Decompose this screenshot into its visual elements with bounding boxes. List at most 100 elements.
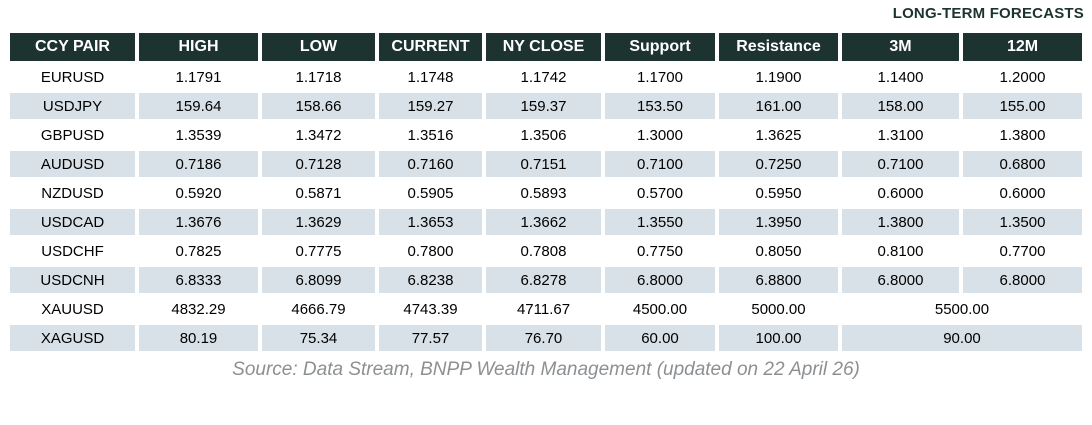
cell-value: 153.50: [605, 93, 715, 119]
cell-value: 76.70: [486, 325, 601, 351]
cell-value: 1.3550: [605, 209, 715, 235]
cell-value: 6.8000: [605, 267, 715, 293]
cell-value: 0.7186: [139, 151, 258, 177]
column-header-3m: 3M: [842, 33, 959, 61]
cell-ccy-pair: GBPUSD: [10, 122, 135, 148]
cell-value: 1.1748: [379, 64, 482, 90]
table-row: XAGUSD 80.19 75.34 77.57 76.70 60.00 100.00 90.…: [10, 325, 1082, 351]
table-row: EURUSD 1.1791 1.1718 1.1748 1.1742 1.1700 1.19…: [10, 64, 1082, 90]
cell-value: 1.3950: [719, 209, 838, 235]
long-term-forecasts-label: LONG-TERM FORECASTS: [892, 5, 1084, 22]
cell-value: 1.1718: [262, 64, 375, 90]
column-header-ccy-pair: CCY PAIR: [10, 33, 135, 61]
cell-value: 0.5893: [486, 180, 601, 206]
cell-value: 4832.29: [139, 296, 258, 322]
table-row: GBPUSD 1.3539 1.3472 1.3516 1.3506 1.3000 1.36…: [10, 122, 1082, 148]
cell-value: 100.00: [719, 325, 838, 351]
cell-value: 0.7800: [379, 238, 482, 264]
cell-value: 1.3662: [486, 209, 601, 235]
table-row: USDJPY 159.64 158.66 159.27 159.37 153.50 161.…: [10, 93, 1082, 119]
cell-value: 0.7808: [486, 238, 601, 264]
cell-value: 0.5950: [719, 180, 838, 206]
table-row: USDCHF 0.7825 0.7775 0.7800 0.7808 0.7750 0.80…: [10, 238, 1082, 264]
cell-value: 6.8000: [842, 267, 959, 293]
cell-ccy-pair: USDCNH: [10, 267, 135, 293]
column-header-12m: 12M: [963, 33, 1082, 61]
table-row: USDCNH 6.8333 6.8099 6.8238 6.8278 6.8000 6.88…: [10, 267, 1082, 293]
column-header-support: Support: [605, 33, 715, 61]
cell-value: 75.34: [262, 325, 375, 351]
cell-value: 0.5905: [379, 180, 482, 206]
cell-value: 1.3100: [842, 122, 959, 148]
cell-value: 0.8100: [842, 238, 959, 264]
cell-value: 6.8099: [262, 267, 375, 293]
cell-value: 0.7750: [605, 238, 715, 264]
cell-ccy-pair: USDJPY: [10, 93, 135, 119]
cell-value: 159.64: [139, 93, 258, 119]
cell-ccy-pair: NZDUSD: [10, 180, 135, 206]
cell-ccy-pair: USDCHF: [10, 238, 135, 264]
cell-value: 0.7100: [605, 151, 715, 177]
cell-value: 0.7700: [963, 238, 1082, 264]
cell-value: 1.3676: [139, 209, 258, 235]
cell-value: 155.00: [963, 93, 1082, 119]
cell-value: 0.5920: [139, 180, 258, 206]
fx-forecast-table: CCY PAIR HIGH LOW CURRENT NY CLOSE Suppo…: [6, 30, 1086, 354]
cell-value: 0.7160: [379, 151, 482, 177]
header-row: CCY PAIR HIGH LOW CURRENT NY CLOSE Suppo…: [10, 33, 1082, 61]
cell-value: 0.7100: [842, 151, 959, 177]
cell-value: 161.00: [719, 93, 838, 119]
cell-value: 0.5871: [262, 180, 375, 206]
cell-value: 0.7825: [139, 238, 258, 264]
cell-value: 0.8050: [719, 238, 838, 264]
cell-value: 0.7250: [719, 151, 838, 177]
cell-value: 5000.00: [719, 296, 838, 322]
cell-value: 1.3516: [379, 122, 482, 148]
cell-value: 0.6000: [963, 180, 1082, 206]
cell-value: 1.3629: [262, 209, 375, 235]
cell-value: 158.00: [842, 93, 959, 119]
cell-value: 1.3500: [963, 209, 1082, 235]
cell-value: 1.2000: [963, 64, 1082, 90]
table-row: AUDUSD 0.7186 0.7128 0.7160 0.7151 0.7100 0.72…: [10, 151, 1082, 177]
cell-value: 1.3800: [963, 122, 1082, 148]
cell-value: 159.37: [486, 93, 601, 119]
cell-ccy-pair: EURUSD: [10, 64, 135, 90]
column-header-current: CURRENT: [379, 33, 482, 61]
cell-value: 0.6800: [963, 151, 1082, 177]
cell-value: 1.1900: [719, 64, 838, 90]
cell-value: 0.7775: [262, 238, 375, 264]
cell-value: 4500.00: [605, 296, 715, 322]
cell-value: 6.8000: [963, 267, 1082, 293]
cell-value: 4711.67: [486, 296, 601, 322]
cell-value: 80.19: [139, 325, 258, 351]
cell-value: 6.8333: [139, 267, 258, 293]
cell-value: 159.27: [379, 93, 482, 119]
table-row: NZDUSD 0.5920 0.5871 0.5905 0.5893 0.5700 0.59…: [10, 180, 1082, 206]
cell-value: 6.8278: [486, 267, 601, 293]
column-header-high: HIGH: [139, 33, 258, 61]
cell-value: 1.1400: [842, 64, 959, 90]
cell-value: 1.3472: [262, 122, 375, 148]
cell-merged-forecast: 5500.00: [842, 296, 1082, 322]
source-note: Source: Data Stream, BNPP Wealth Managem…: [232, 359, 860, 380]
cell-value: 1.3506: [486, 122, 601, 148]
cell-value: 1.3539: [139, 122, 258, 148]
cell-ccy-pair: XAUUSD: [10, 296, 135, 322]
title-row: LONG-TERM FORECASTS: [6, 0, 1086, 30]
column-header-ny-close: NY CLOSE: [486, 33, 601, 61]
cell-ccy-pair: USDCAD: [10, 209, 135, 235]
cell-value: 1.3000: [605, 122, 715, 148]
table-row: XAUUSD 4832.29 4666.79 4743.39 4711.67 4500.0…: [10, 296, 1082, 322]
cell-ccy-pair: AUDUSD: [10, 151, 135, 177]
cell-value: 0.7151: [486, 151, 601, 177]
column-header-low: LOW: [262, 33, 375, 61]
cell-value: 77.57: [379, 325, 482, 351]
cell-value: 60.00: [605, 325, 715, 351]
cell-value: 6.8800: [719, 267, 838, 293]
cell-value: 1.1700: [605, 64, 715, 90]
cell-value: 0.5700: [605, 180, 715, 206]
cell-value: 1.3800: [842, 209, 959, 235]
cell-value: 1.3625: [719, 122, 838, 148]
cell-value: 158.66: [262, 93, 375, 119]
